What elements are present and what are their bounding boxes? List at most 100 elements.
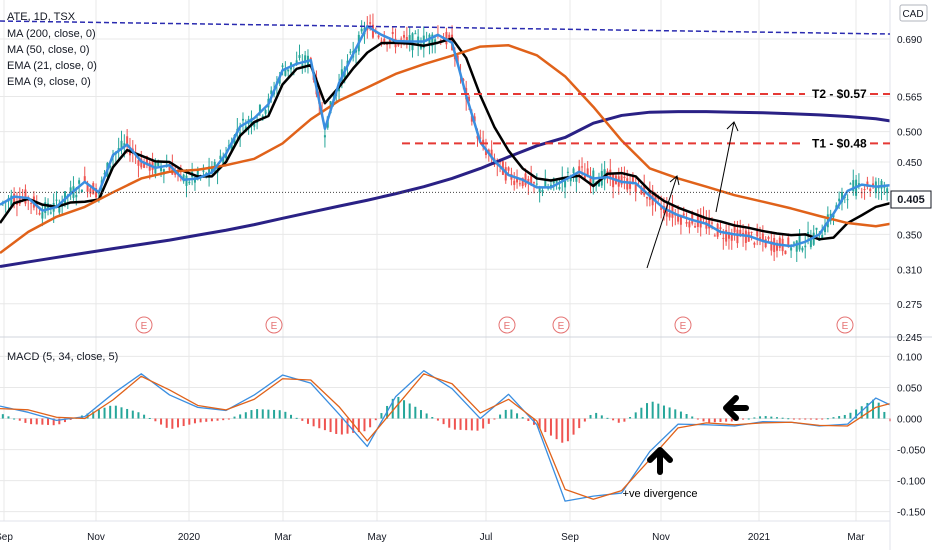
macd-hist-bar bbox=[41, 418, 44, 425]
candle-body bbox=[620, 175, 623, 185]
candle-body bbox=[634, 184, 637, 192]
divergence-annotation: +ve divergence bbox=[623, 488, 698, 500]
earnings-event-label: E bbox=[842, 321, 849, 332]
currency-badge[interactable]: CAD bbox=[899, 4, 928, 22]
candle-body bbox=[815, 227, 818, 230]
macd-hist-bar bbox=[160, 418, 163, 425]
candle-body bbox=[210, 166, 213, 174]
candle-body bbox=[75, 194, 78, 198]
candle-body bbox=[759, 237, 762, 239]
candle-body bbox=[148, 162, 151, 171]
macd-line[interactable] bbox=[0, 373, 891, 500]
macd-hist-bar bbox=[877, 402, 880, 419]
macd-hist-bar bbox=[391, 398, 394, 419]
macd-hist-bar bbox=[340, 418, 343, 435]
macd-hist-bar bbox=[312, 418, 315, 427]
candle-body bbox=[784, 250, 787, 255]
y-tick-label: 0.565 bbox=[897, 92, 922, 103]
candle-body bbox=[304, 55, 307, 64]
earnings-event-label: E bbox=[504, 321, 511, 332]
candle-body bbox=[414, 33, 417, 35]
candle-body bbox=[677, 215, 680, 222]
macd-tick-label: 0.050 bbox=[897, 383, 922, 394]
candle-body bbox=[400, 38, 403, 40]
macd-hist-bar bbox=[849, 412, 852, 419]
candle-body bbox=[575, 175, 578, 182]
resistance-trendline[interactable] bbox=[0, 20, 891, 35]
y-tick-label: 0.245 bbox=[897, 333, 922, 344]
candle-body bbox=[377, 35, 380, 38]
candle-body bbox=[55, 199, 58, 201]
candle-body bbox=[541, 189, 544, 193]
earnings-event-icon[interactable] bbox=[498, 316, 516, 334]
earnings-event-icon[interactable] bbox=[135, 316, 153, 334]
candle-body bbox=[739, 229, 742, 235]
macd-hist-bar bbox=[205, 418, 208, 422]
macd-hist-bar bbox=[860, 406, 863, 419]
candle-body bbox=[654, 192, 657, 202]
candle-body bbox=[448, 34, 451, 39]
candle-body bbox=[202, 170, 205, 172]
macd-hist-bar bbox=[753, 417, 756, 419]
x-tick-label: 2020 bbox=[178, 532, 201, 543]
earnings-event-icon[interactable] bbox=[265, 316, 283, 334]
candle-body bbox=[250, 118, 253, 127]
macd-hist-bar bbox=[306, 418, 309, 424]
macd-hist-bar bbox=[154, 418, 157, 422]
projection-arrows[interactable] bbox=[646, 121, 739, 269]
candle-body bbox=[80, 189, 83, 193]
candle-body bbox=[521, 177, 524, 187]
macd-hist-bar bbox=[352, 418, 355, 433]
candle-body bbox=[801, 247, 804, 251]
macd-hist-bar bbox=[1, 414, 4, 419]
macd-hist-bar bbox=[612, 418, 615, 421]
earnings-event-label: E bbox=[141, 321, 148, 332]
macd-hist-bar bbox=[126, 408, 129, 419]
macd-hist-bar bbox=[222, 418, 225, 421]
candle-body bbox=[583, 174, 586, 180]
candle-body bbox=[682, 213, 685, 216]
series-line[interactable] bbox=[0, 44, 891, 255]
candle-body bbox=[468, 96, 471, 102]
candle-body bbox=[691, 211, 694, 224]
arrow-up-icon bbox=[647, 447, 673, 475]
candle-body bbox=[380, 40, 383, 42]
macd-title: MACD (5, 34, close, 5) bbox=[7, 351, 118, 363]
macd-hist-bar bbox=[250, 410, 253, 419]
macd-hist-bar bbox=[629, 417, 632, 419]
macd-hist-bar bbox=[606, 417, 609, 419]
candle-body bbox=[535, 183, 538, 185]
candle-body bbox=[711, 222, 713, 224]
candle-body bbox=[730, 234, 733, 241]
macd-hist-bar bbox=[855, 409, 858, 419]
macd-hist-bar bbox=[476, 418, 479, 431]
candle-body bbox=[507, 167, 510, 171]
candle-body bbox=[572, 168, 575, 174]
earnings-event-icon[interactable] bbox=[674, 316, 692, 334]
macd-hist-bar bbox=[346, 418, 349, 434]
earnings-event-icon[interactable] bbox=[836, 316, 854, 334]
candle-body bbox=[38, 212, 41, 215]
candle-body bbox=[388, 38, 391, 42]
macd-hist-bar bbox=[499, 414, 502, 419]
macd-hist-bar bbox=[617, 418, 620, 423]
macd-hist-bar bbox=[301, 418, 304, 421]
x-tick-label: Sep bbox=[561, 532, 579, 543]
earnings-event-icon[interactable] bbox=[552, 316, 570, 334]
macd-hist-bar bbox=[459, 418, 462, 430]
candle-body bbox=[880, 180, 883, 189]
series-line[interactable] bbox=[0, 25, 891, 248]
series-line[interactable] bbox=[0, 110, 891, 268]
macd-hist-bar bbox=[521, 417, 524, 419]
macd-hist-bar bbox=[52, 418, 55, 426]
macd-hist-bar bbox=[7, 416, 10, 419]
candle-body bbox=[857, 183, 860, 186]
macd-hist-bar bbox=[583, 418, 586, 422]
candle-body bbox=[78, 180, 81, 184]
macd-hist-bar bbox=[256, 409, 259, 419]
macd-line[interactable] bbox=[0, 370, 891, 502]
series-line[interactable] bbox=[0, 37, 891, 241]
candle-body bbox=[445, 31, 448, 45]
macd-hist-bar bbox=[103, 407, 106, 419]
